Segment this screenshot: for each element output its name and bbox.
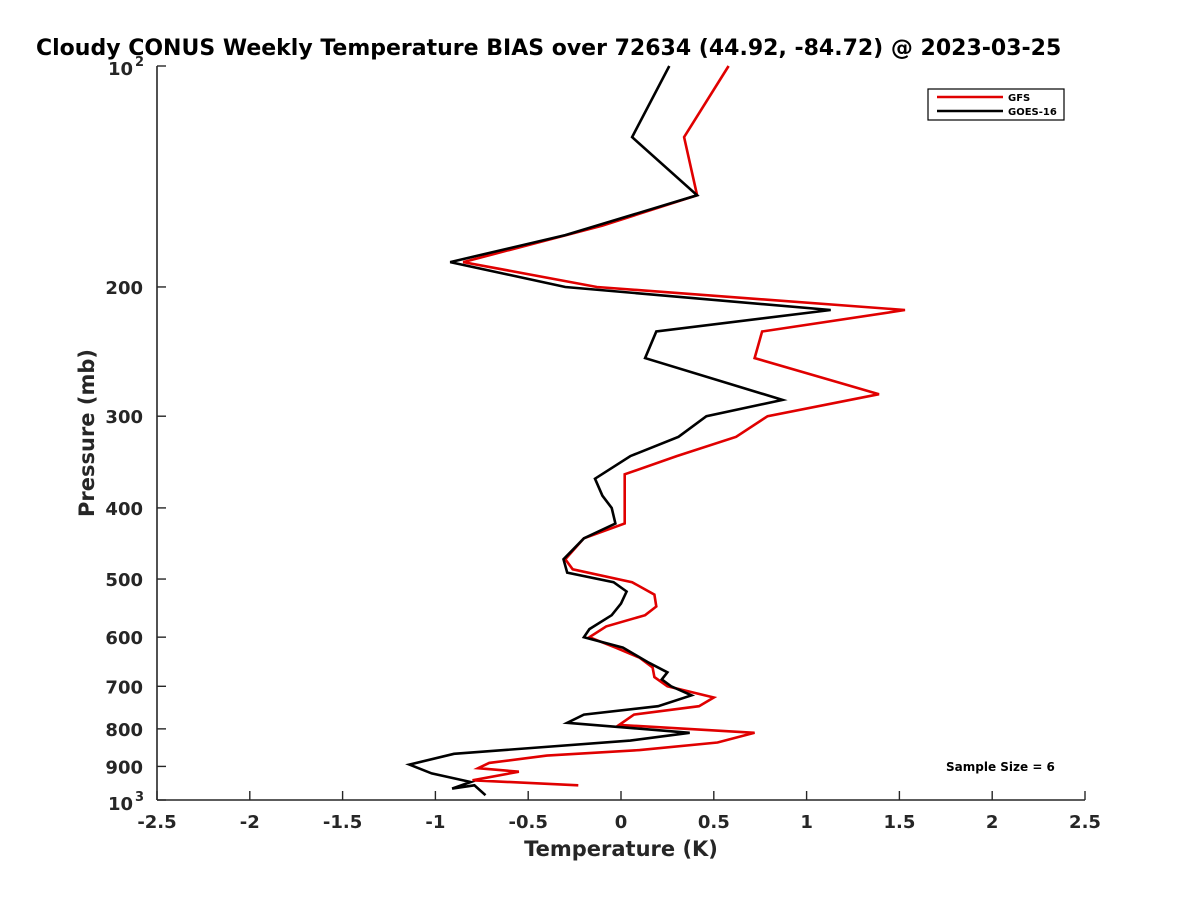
- y-top-end-label: 10: [108, 59, 133, 80]
- y-axis-label: Pressure (mb): [75, 349, 99, 517]
- x-tick-label: -0.5: [509, 812, 548, 833]
- y-tick-label: 400: [105, 499, 143, 520]
- x-tick-label: 2.5: [1069, 812, 1101, 833]
- x-tick-label: 0: [615, 812, 628, 833]
- x-tick-label: 1.5: [883, 812, 915, 833]
- y-top-base: 10: [108, 59, 133, 80]
- legend: GFS GOES-16: [927, 88, 1065, 121]
- legend-label-gfs: GFS: [1008, 93, 1030, 104]
- y-tick-label: 800: [105, 720, 143, 741]
- series-layer: [405, 65, 906, 797]
- y-tick-label: 300: [105, 407, 143, 428]
- x-tick-label: -1: [425, 812, 445, 833]
- x-tick-label: -2.5: [137, 812, 176, 833]
- x-axis-ticks: -2.5 -2 -1.5 -1 -0.5 0 0.5 1 1.5 2 2.5: [137, 791, 1101, 833]
- legend-label-goes16: GOES-16: [1008, 107, 1057, 118]
- y-bottom-base: 10: [108, 794, 133, 815]
- y-tick-label: 500: [105, 570, 143, 591]
- y-tick-label: 700: [105, 677, 143, 698]
- y-axis-ticks: 200 300 400 500 600 700 800 900: [105, 65, 166, 801]
- chart-title: Cloudy CONUS Weekly Temperature BIAS ove…: [36, 36, 1061, 61]
- x-tick-label: 1: [800, 812, 813, 833]
- y-top-end-exponent: 2: [135, 55, 144, 70]
- plot-area: [157, 66, 1085, 800]
- sample-size-annotation: Sample Size = 6: [946, 760, 1055, 774]
- x-axis-label: Temperature (K): [524, 837, 718, 861]
- y-bottom-end-exponent: 3: [135, 790, 144, 805]
- x-tick-label: -2: [240, 812, 260, 833]
- y-tick-label: 900: [105, 757, 143, 778]
- series-line-gfs: [462, 65, 906, 787]
- y-tick-label: 600: [105, 628, 143, 649]
- y-tick-label: 200: [105, 278, 143, 299]
- y-bottom-end-label: 10: [108, 794, 133, 815]
- legend-box: [927, 88, 1065, 121]
- series-line-goes16: [405, 65, 831, 797]
- x-tick-label: -1.5: [323, 812, 362, 833]
- x-tick-label: 0.5: [698, 812, 730, 833]
- x-tick-label: 2: [986, 812, 999, 833]
